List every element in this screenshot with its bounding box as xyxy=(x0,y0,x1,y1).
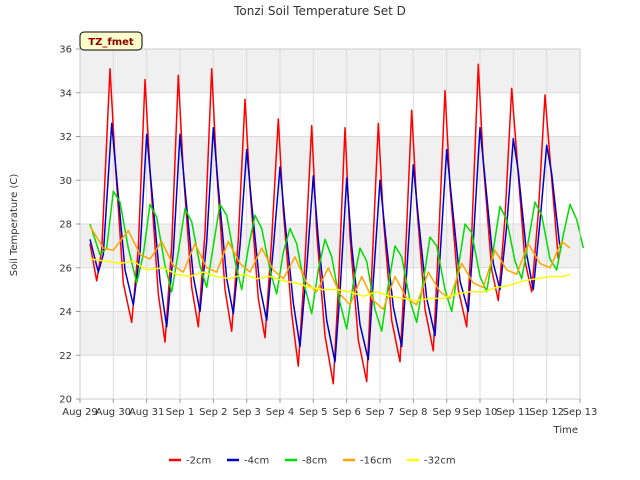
station-badge-label: TZ_fmet xyxy=(88,37,134,48)
x-tick-label: Sep 9 xyxy=(432,407,460,418)
legend-label: -2cm xyxy=(186,456,211,467)
series-line-8cmcm xyxy=(89,190,585,332)
y-tick-label: 34 xyxy=(59,88,72,99)
x-tick-label: Sep 12 xyxy=(529,407,564,418)
legend-label: -4cm xyxy=(244,456,269,467)
legend-label: -16cm xyxy=(360,456,392,467)
x-tick-label: Sep 3 xyxy=(232,407,260,418)
legend: -2cm -4cm -8cm -16cm -32cm xyxy=(169,456,456,467)
series-line-16cmcm xyxy=(89,225,571,311)
x-tick-label: Aug 29 xyxy=(62,407,97,418)
x-tick-label: Sep 1 xyxy=(166,407,194,418)
y-axis-ticks: 20 22 24 26 28 30 32 34 36 xyxy=(59,45,80,406)
plot-band xyxy=(80,49,580,93)
x-tick-label: Sep 6 xyxy=(332,407,360,418)
plot-band xyxy=(80,136,580,181)
y-tick-label: 36 xyxy=(59,45,72,56)
legend-item: -32cm xyxy=(407,456,456,467)
legend-label: -8cm xyxy=(302,456,327,467)
y-tick-label: 26 xyxy=(59,263,72,274)
x-tick-label: Sep 11 xyxy=(496,407,531,418)
station-badge: TZ_fmet xyxy=(79,31,143,51)
x-tick-label: Sep 4 xyxy=(266,407,294,418)
series-line-4cmcm xyxy=(89,122,561,363)
y-tick-label: 20 xyxy=(59,395,72,406)
y-tick-label: 32 xyxy=(59,132,72,143)
legend-label: -32cm xyxy=(424,456,456,467)
y-tick-label: 24 xyxy=(59,307,72,318)
y-axis-title: Soil Temperature (C) xyxy=(9,174,20,277)
legend-item: -16cm xyxy=(343,456,392,467)
series-layer xyxy=(89,63,585,385)
station-badge-box xyxy=(79,31,143,51)
x-axis-title: Time xyxy=(553,425,578,436)
legend-item: -2cm xyxy=(169,456,211,467)
x-tick-label: Sep 13 xyxy=(563,407,598,418)
x-tick-label: Sep 7 xyxy=(366,407,394,418)
x-tick-label: Sep 2 xyxy=(199,407,227,418)
x-tick-label: Aug 31 xyxy=(129,407,164,418)
x-tick-label: Sep 10 xyxy=(463,407,498,418)
x-tick-label: Sep 8 xyxy=(399,407,427,418)
series-line-32cmcm xyxy=(89,258,571,302)
x-tick-label: Sep 5 xyxy=(299,407,327,418)
y-tick-label: 22 xyxy=(59,351,72,362)
legend-item: -4cm xyxy=(227,456,269,467)
y-tick-label: 30 xyxy=(59,176,72,187)
x-tick-label: Aug 30 xyxy=(96,407,131,418)
series-line-2cmcm xyxy=(89,63,560,385)
chart-title: Tonzi Soil Temperature Set D xyxy=(233,4,406,18)
legend-item: -8cm xyxy=(285,456,327,467)
y-tick-label: 28 xyxy=(59,220,72,231)
